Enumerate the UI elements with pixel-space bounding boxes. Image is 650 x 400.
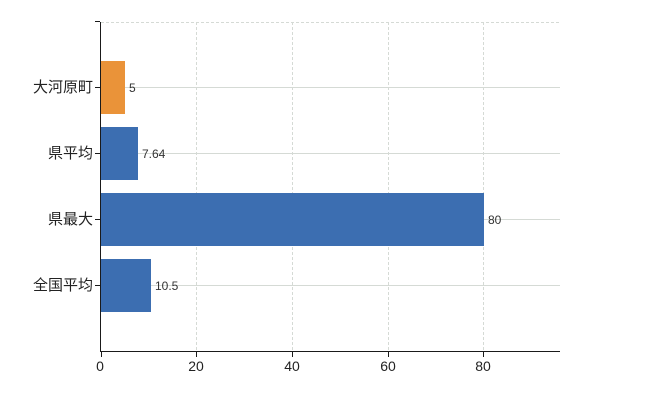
x-tick-label: 60 bbox=[380, 358, 396, 374]
x-axis-tick bbox=[292, 352, 293, 357]
y-gridline bbox=[101, 153, 560, 154]
x-tick-label: 80 bbox=[475, 358, 491, 374]
y-axis-tick bbox=[95, 153, 100, 154]
bar-value-label: 10.5 bbox=[155, 279, 179, 293]
x-tick-label: 0 bbox=[96, 358, 104, 374]
y-axis-tick bbox=[95, 219, 100, 220]
category-label: 大河原町 bbox=[32, 79, 93, 96]
bar-3 bbox=[101, 259, 151, 312]
x-gridline bbox=[388, 22, 389, 351]
y-axis-tick bbox=[95, 285, 100, 286]
plot-top-gridline bbox=[101, 22, 560, 23]
bar-value-label: 7.64 bbox=[142, 147, 166, 161]
x-axis-tick bbox=[196, 352, 197, 357]
y-gridline bbox=[101, 87, 560, 88]
bar-2 bbox=[101, 193, 484, 246]
category-label: 県最大 bbox=[47, 211, 93, 228]
bar-1 bbox=[101, 127, 138, 180]
y-gridline bbox=[101, 285, 560, 286]
x-axis-tick bbox=[483, 352, 484, 357]
bar-value-label: 5 bbox=[129, 81, 136, 95]
category-label: 全国平均 bbox=[32, 277, 93, 294]
bar-0 bbox=[101, 61, 125, 114]
x-tick-label: 40 bbox=[284, 358, 300, 374]
y-axis-tick bbox=[95, 87, 100, 88]
x-gridline bbox=[483, 22, 484, 351]
bar-value-label: 80 bbox=[488, 213, 502, 227]
category-label: 県平均 bbox=[47, 145, 93, 162]
y-axis-tick bbox=[95, 21, 100, 22]
plot-area: 5 7.64 80 10.5 bbox=[95, 21, 560, 357]
x-axis-tick bbox=[388, 352, 389, 357]
x-gridline bbox=[196, 22, 197, 351]
x-axis-tick bbox=[101, 352, 102, 357]
x-gridline bbox=[292, 22, 293, 351]
x-tick-label: 20 bbox=[188, 358, 204, 374]
